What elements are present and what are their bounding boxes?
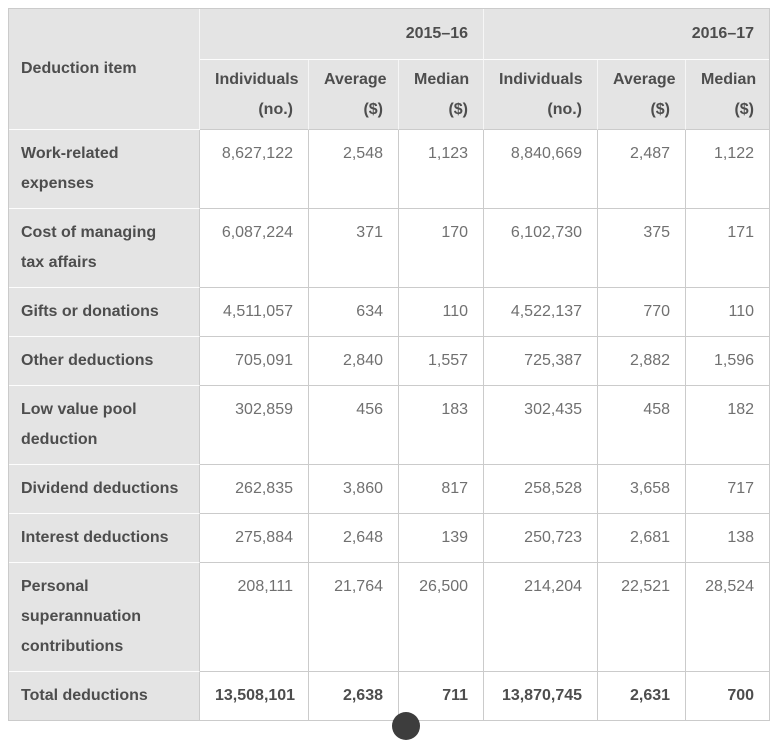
cell-value: 458 xyxy=(598,386,687,465)
cell-value: 3,658 xyxy=(598,465,687,514)
cell-value: 214,204 xyxy=(484,563,599,672)
cell-value: 138 xyxy=(686,514,770,563)
cell-value: 2,487 xyxy=(598,130,687,209)
cell-value: 705,091 xyxy=(200,337,309,386)
cell-value: 258,528 xyxy=(484,465,599,514)
table-row-work-related-expenses: Work-related expenses 8,627,122 2,548 1,… xyxy=(9,130,770,209)
cell-value: 4,522,137 xyxy=(484,288,599,337)
cell-value: 6,087,224 xyxy=(200,209,309,288)
row-label: Dividend deductions xyxy=(9,465,200,514)
column-header-individuals-2015-16: Individuals (no.) xyxy=(200,60,309,130)
cell-value: 139 xyxy=(399,514,485,563)
cell-value-total: 13,508,101 xyxy=(200,672,309,720)
cell-value: 208,111 xyxy=(200,563,309,672)
cell-value: 302,859 xyxy=(200,386,309,465)
cell-value: 4,511,057 xyxy=(200,288,309,337)
cell-value: 3,860 xyxy=(309,465,399,514)
row-label: Interest deductions xyxy=(9,514,200,563)
column-header-median-2016-17: Median ($) xyxy=(686,60,770,130)
cell-value: 8,840,669 xyxy=(484,130,599,209)
deductions-table: Deduction item 2015–16 2016–17 Individua… xyxy=(8,8,771,721)
table-row-total-deductions: Total deductions 13,508,101 2,638 711 13… xyxy=(9,672,770,720)
column-header-average-2016-17: Average ($) xyxy=(598,60,687,130)
column-header-average-2015-16: Average ($) xyxy=(309,60,399,130)
cell-value: 2,840 xyxy=(309,337,399,386)
partial-circle-button[interactable] xyxy=(392,712,420,740)
cell-value: 171 xyxy=(686,209,770,288)
cell-value: 110 xyxy=(686,288,770,337)
cell-value-total: 711 xyxy=(399,672,485,720)
cell-value: 170 xyxy=(399,209,485,288)
cell-value: 275,884 xyxy=(200,514,309,563)
table-row-other-deductions: Other deductions 705,091 2,840 1,557 725… xyxy=(9,337,770,386)
cell-value: 634 xyxy=(309,288,399,337)
column-header-deduction-item: Deduction item xyxy=(9,9,200,130)
table-row-interest-deductions: Interest deductions 275,884 2,648 139 25… xyxy=(9,514,770,563)
cell-value: 22,521 xyxy=(598,563,687,672)
cell-value: 1,123 xyxy=(399,130,485,209)
cell-value: 817 xyxy=(399,465,485,514)
sub-header-row: Individuals (no.) Average ($) Median ($)… xyxy=(9,60,770,130)
table-row-dividend-deductions: Dividend deductions 262,835 3,860 817 25… xyxy=(9,465,770,514)
cell-value: 8,627,122 xyxy=(200,130,309,209)
cell-value: 250,723 xyxy=(484,514,599,563)
row-label: Other deductions xyxy=(9,337,200,386)
column-group-2015-16: 2015–16 xyxy=(200,9,485,60)
table-row-personal-superannuation-contributions: Personal superannuation contributions 20… xyxy=(9,563,770,672)
cell-value: 262,835 xyxy=(200,465,309,514)
row-label: Work-related expenses xyxy=(9,130,200,209)
cell-value: 26,500 xyxy=(399,563,485,672)
row-label: Low value pool deduction xyxy=(9,386,200,465)
cell-value: 2,681 xyxy=(598,514,687,563)
table-row-cost-of-managing-tax-affairs: Cost of managing tax affairs 6,087,224 3… xyxy=(9,209,770,288)
cell-value: 717 xyxy=(686,465,770,514)
cell-value: 1,596 xyxy=(686,337,770,386)
cell-value: 2,548 xyxy=(309,130,399,209)
cell-value-total: 13,870,745 xyxy=(484,672,599,720)
column-header-median-2015-16: Median ($) xyxy=(399,60,485,130)
cell-value: 371 xyxy=(309,209,399,288)
table-row-low-value-pool-deduction: Low value pool deduction 302,859 456 183… xyxy=(9,386,770,465)
row-label: Gifts or donations xyxy=(9,288,200,337)
cell-value: 770 xyxy=(598,288,687,337)
deductions-table-container: Deduction item 2015–16 2016–17 Individua… xyxy=(8,8,771,721)
cell-value: 2,648 xyxy=(309,514,399,563)
cell-value: 302,435 xyxy=(484,386,599,465)
cell-value: 375 xyxy=(598,209,687,288)
cell-value: 1,557 xyxy=(399,337,485,386)
cell-value: 1,122 xyxy=(686,130,770,209)
column-header-individuals-2016-17: Individuals (no.) xyxy=(484,60,599,130)
cell-value: 6,102,730 xyxy=(484,209,599,288)
column-group-2016-17: 2016–17 xyxy=(484,9,770,60)
cell-value: 183 xyxy=(399,386,485,465)
cell-value: 28,524 xyxy=(686,563,770,672)
cell-value: 2,882 xyxy=(598,337,687,386)
cell-value: 182 xyxy=(686,386,770,465)
table-row-gifts-or-donations: Gifts or donations 4,511,057 634 110 4,5… xyxy=(9,288,770,337)
cell-value: 21,764 xyxy=(309,563,399,672)
cell-value: 110 xyxy=(399,288,485,337)
year-header-row: Deduction item 2015–16 2016–17 xyxy=(9,9,770,130)
cell-value: 456 xyxy=(309,386,399,465)
row-label: Personal superannuation contributions xyxy=(9,563,200,672)
row-label-total: Total deductions xyxy=(9,672,200,720)
cell-value-total: 700 xyxy=(686,672,770,720)
cell-value-total: 2,631 xyxy=(598,672,687,720)
cell-value: 725,387 xyxy=(484,337,599,386)
cell-value-total: 2,638 xyxy=(309,672,399,720)
row-label: Cost of managing tax affairs xyxy=(9,209,200,288)
